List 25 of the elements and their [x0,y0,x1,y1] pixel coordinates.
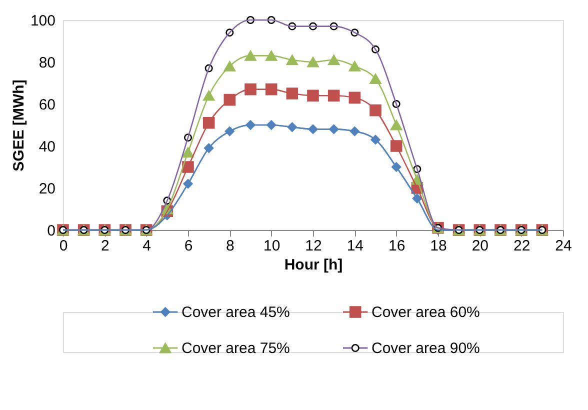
x-axis-title: Hour [h] [284,256,343,274]
x-tick-label: 22 [513,238,530,254]
y-axis-title: SGEE [MWh] [10,80,28,172]
x-tick-label: 6 [184,238,193,254]
x-tick-label: 18 [430,238,447,254]
legend-label: Cover area 45% [182,304,290,321]
legend-label: Cover area 60% [372,304,480,321]
x-tick-label: 24 [555,238,572,254]
y-tick-label: 60 [38,96,56,114]
legend-label: Cover area 75% [182,340,290,357]
x-tick-label: 14 [346,238,364,254]
x-tick-label: 12 [305,238,322,254]
x-tick-label: 16 [388,238,406,254]
x-tick-label: 10 [263,238,280,254]
y-tick-label: 80 [38,54,56,72]
x-tick-label: 20 [472,238,489,254]
y-tick-label: 40 [38,138,56,156]
x-tick-label: 8 [226,238,234,254]
y-tick-label: 100 [30,12,56,30]
x-tick-label: 0 [59,238,68,254]
x-tick-label: 2 [100,238,110,254]
legend-label: Cover area 90% [372,340,480,357]
x-tick-label: 4 [142,238,152,254]
y-tick-label: 0 [47,222,56,240]
y-tick-label: 20 [38,180,56,198]
